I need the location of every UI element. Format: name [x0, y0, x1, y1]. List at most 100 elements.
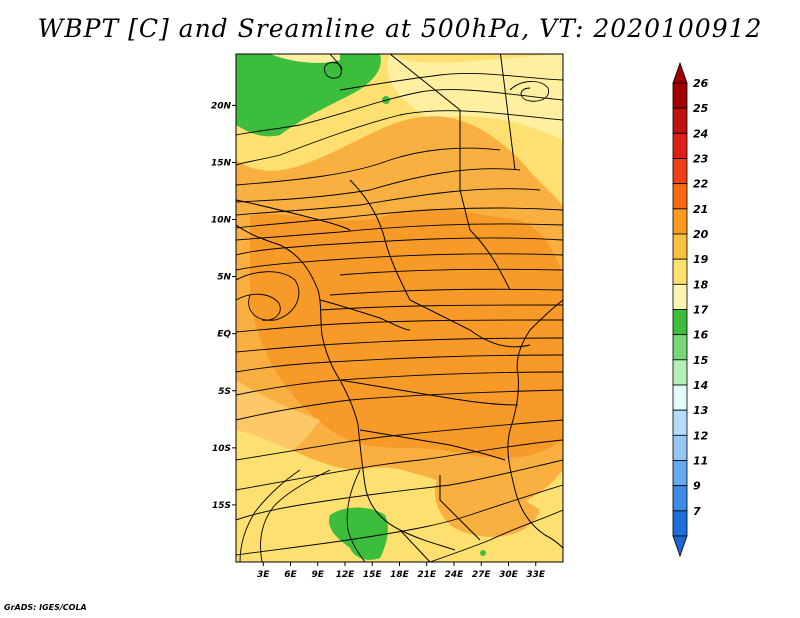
streamline	[236, 354, 563, 373]
longitude-axis: 3E 6E 9E 12E 15E 18E 21E 24E 27E 30E 33E	[257, 562, 546, 580]
colorbar-swatch	[672, 309, 688, 336]
streamline	[339, 72, 563, 91]
colorbar-swatch	[672, 283, 688, 310]
colorbar-label: 16	[693, 329, 709, 342]
streamline	[236, 337, 563, 353]
streamline	[329, 288, 563, 296]
colorbar-swatch	[672, 233, 688, 260]
colorbar-swatch	[672, 510, 688, 537]
lat-tick-label: EQ	[217, 330, 231, 340]
colorbar-label: 25	[693, 102, 709, 115]
map-area	[236, 54, 563, 562]
lat-tick-label: 5S	[218, 387, 231, 397]
colorbar-label: 15	[693, 354, 709, 367]
streamline	[236, 293, 281, 321]
colorbar-swatch	[672, 359, 688, 386]
field-light-north-gap	[270, 54, 340, 63]
coastline-east-africa	[507, 299, 563, 549]
colorbar-label: 18	[693, 278, 709, 291]
colorbar-label: 19	[693, 253, 709, 266]
latitude-axis: 20N 15N 10N 5N EQ 5S 10S 15S	[211, 101, 236, 511]
border	[319, 299, 411, 331]
streamline	[239, 469, 301, 562]
lat-tick-label: 5N	[217, 273, 231, 283]
colorbar-label: 12	[693, 429, 709, 442]
streamline	[509, 81, 550, 102]
lat-tick-label: 15S	[212, 501, 231, 511]
colorbar-swatch	[672, 107, 688, 134]
streamline	[236, 223, 563, 241]
colorbar-swatch	[672, 460, 688, 487]
border	[339, 379, 519, 406]
colorbar-swatch	[672, 434, 688, 461]
border	[349, 179, 411, 301]
streamline	[260, 469, 331, 562]
streamline	[236, 319, 563, 333]
lon-tick-label: 18E	[390, 570, 410, 580]
colorbar-swatch	[672, 485, 688, 512]
streamline	[324, 54, 343, 79]
lon-tick-label: 3E	[257, 570, 270, 580]
colorbar-label: 14	[693, 379, 708, 392]
streamline	[346, 469, 366, 562]
lon-tick-label: 15E	[363, 570, 383, 580]
colorbar-label: 20	[693, 228, 709, 241]
colorbar-swatch	[672, 132, 688, 159]
colorbar-label: 7	[693, 505, 701, 518]
streamline	[236, 207, 563, 229]
lon-tick-label: 24E	[445, 570, 465, 580]
streamline	[236, 168, 521, 203]
colorbar-swatch	[672, 409, 688, 436]
colorbar-swatch	[672, 208, 688, 235]
colorbar-swatch	[672, 334, 688, 361]
field-warm-core	[250, 208, 563, 459]
lon-tick-label: 30E	[499, 570, 519, 580]
lon-tick-label: 33E	[526, 570, 546, 580]
streamline	[236, 484, 563, 556]
colorbar-label: 13	[693, 404, 709, 417]
colorbar-swatch	[672, 258, 688, 285]
colorbar-label: 23	[693, 153, 709, 166]
colorbar-label: 17	[693, 304, 709, 317]
colorbar-swatch	[672, 384, 688, 411]
border	[399, 529, 431, 562]
streamline	[236, 253, 563, 271]
colorbar-swatch	[672, 82, 688, 109]
field-green-dot	[480, 550, 486, 556]
border	[469, 229, 511, 291]
streamline	[339, 268, 563, 276]
colorbar-swatch	[672, 183, 688, 210]
streamline	[236, 439, 563, 491]
lat-tick-label: 10S	[212, 444, 231, 454]
streamline	[236, 419, 563, 461]
streamline	[236, 89, 563, 136]
streamline	[236, 271, 300, 321]
colorbar-label: 11	[693, 455, 708, 468]
streamline	[236, 389, 563, 421]
lon-tick-label: 12E	[336, 570, 356, 580]
field-green-south	[329, 507, 388, 560]
lon-tick-label: 6E	[284, 570, 297, 580]
border	[499, 54, 516, 171]
lon-tick-label: 27E	[472, 570, 492, 580]
colorbar-label: 22	[693, 178, 709, 191]
lat-tick-label: 10N	[211, 216, 232, 226]
colorbar-label: 21	[693, 203, 708, 216]
lat-tick-label: 15N	[211, 158, 232, 168]
border	[236, 199, 351, 231]
field-green-north	[236, 54, 381, 137]
colorbar-top-arrow	[672, 61, 688, 84]
footer-credit: GrADS: IGES/COLA	[4, 603, 87, 612]
country-borders	[236, 54, 563, 562]
streamline	[236, 110, 563, 166]
streamlines	[236, 54, 563, 562]
streamline	[236, 371, 563, 396]
colorbar-label: 9	[693, 480, 701, 493]
colorbar: 26 25 24 23 22 21 20 19 18 17 16 15 14 13 12 11 9 7	[672, 61, 709, 558]
lat-tick-label: 20N	[211, 101, 232, 111]
chart-title: WBPT [C] and Sreamline at 500hPa, VT: 20…	[37, 14, 763, 43]
streamline	[429, 509, 563, 562]
border	[359, 429, 506, 461]
border	[409, 299, 531, 348]
